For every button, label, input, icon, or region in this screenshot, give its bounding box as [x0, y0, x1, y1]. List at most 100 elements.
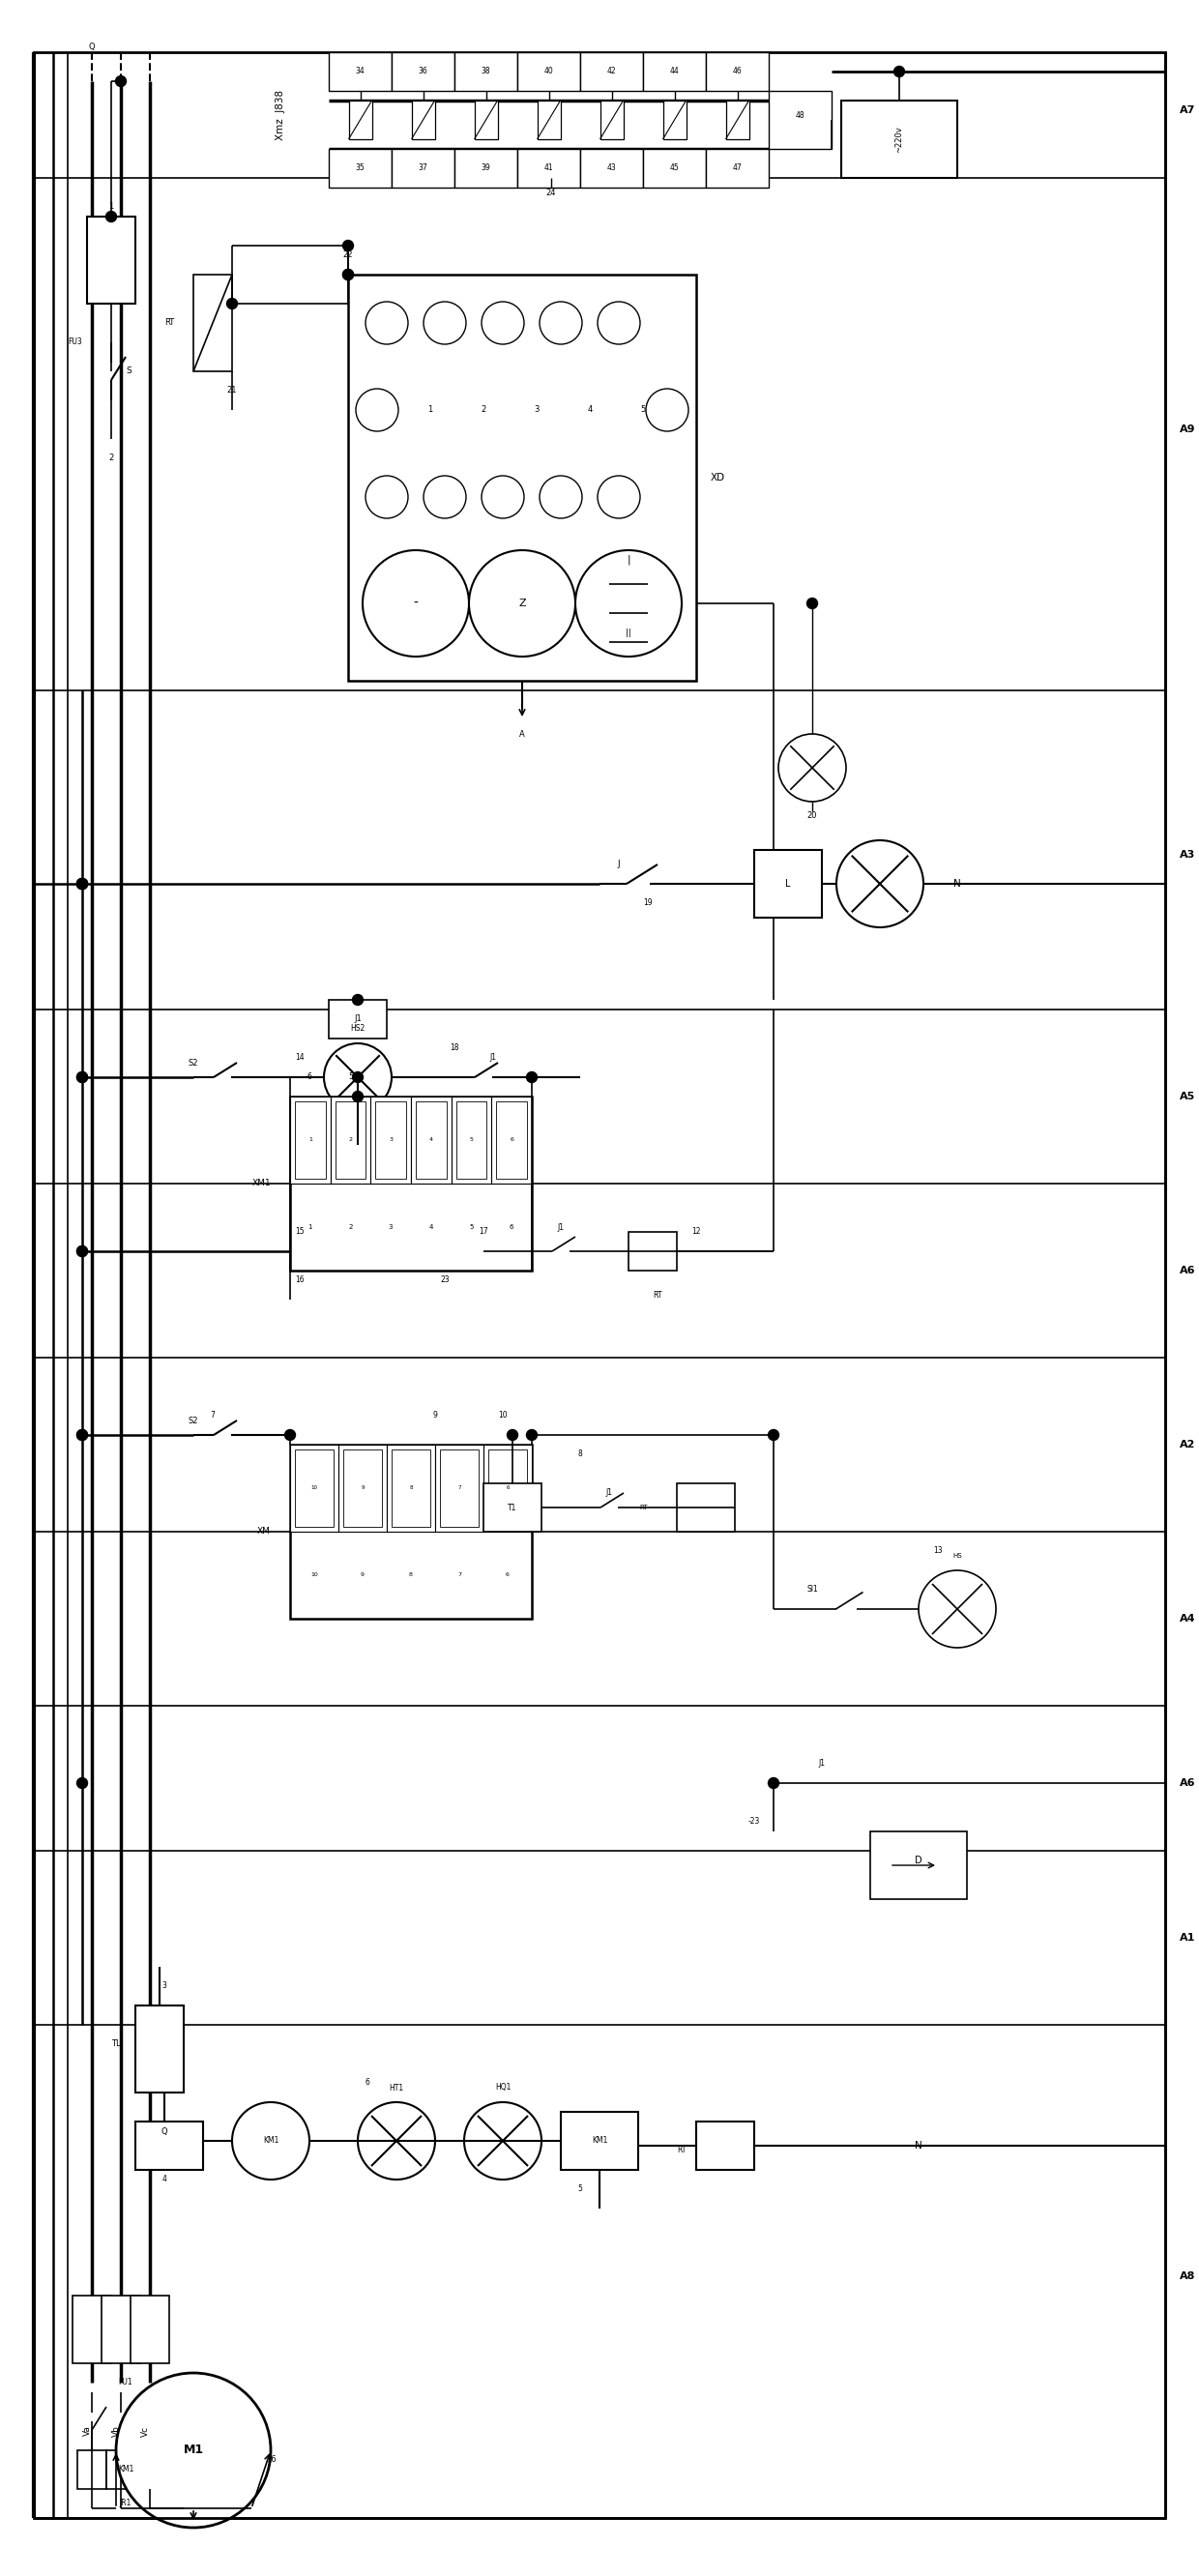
Bar	[488, 1450, 528, 1528]
Circle shape	[482, 477, 524, 518]
Text: KM1: KM1	[591, 2136, 608, 2146]
Text: A9: A9	[1180, 425, 1195, 435]
Text: 10: 10	[498, 1412, 507, 1419]
Circle shape	[343, 270, 354, 281]
Circle shape	[106, 211, 116, 222]
Text: 6: 6	[364, 2079, 369, 2087]
Bar	[475, 100, 498, 139]
Text: 13: 13	[933, 1546, 942, 1556]
Text: 41: 41	[544, 165, 554, 173]
Bar	[336, 1103, 366, 1180]
Text: 4: 4	[429, 1224, 433, 1229]
Bar	[537, 100, 560, 139]
Circle shape	[597, 301, 640, 345]
Circle shape	[77, 878, 88, 889]
Circle shape	[285, 1430, 295, 1440]
Text: 18: 18	[450, 1043, 459, 1054]
Circle shape	[837, 840, 923, 927]
Circle shape	[918, 1571, 996, 1649]
Text: 24: 24	[546, 188, 556, 196]
Bar	[706, 52, 769, 90]
Bar	[295, 1450, 333, 1528]
Text: 2: 2	[349, 1224, 353, 1229]
Text: 3: 3	[534, 404, 540, 415]
Text: Vc: Vc	[140, 2427, 150, 2437]
Bar	[72, 2295, 112, 2362]
Bar	[135, 2007, 183, 2092]
Text: 5: 5	[470, 1139, 474, 1144]
Bar	[600, 100, 623, 139]
Text: A7: A7	[1180, 106, 1195, 116]
Circle shape	[362, 551, 469, 657]
Text: RT: RT	[653, 1291, 662, 1298]
Text: FU1: FU1	[119, 2378, 133, 2388]
Bar	[483, 1484, 542, 1533]
Bar	[290, 1445, 338, 1533]
Bar	[677, 1484, 735, 1533]
Circle shape	[423, 477, 466, 518]
Text: 9: 9	[361, 1486, 364, 1492]
Bar	[392, 149, 454, 188]
Bar	[329, 999, 387, 1038]
Bar	[331, 1097, 370, 1182]
Text: 37: 37	[418, 165, 428, 173]
Text: A3: A3	[1180, 850, 1195, 860]
Text: 14: 14	[295, 1054, 305, 1061]
Bar	[338, 1445, 387, 1533]
Text: A1: A1	[1180, 1932, 1195, 1942]
Circle shape	[526, 1072, 537, 1082]
Circle shape	[482, 301, 524, 345]
Bar	[643, 52, 706, 90]
Text: 22: 22	[343, 250, 354, 260]
Text: SI1: SI1	[807, 1584, 818, 1595]
Circle shape	[576, 551, 682, 657]
Text: Xmz  J838: Xmz J838	[276, 90, 285, 139]
Text: 6: 6	[506, 1574, 510, 1577]
Text: 47: 47	[733, 165, 742, 173]
Circle shape	[77, 878, 88, 889]
Circle shape	[77, 1247, 88, 1257]
Text: 10: 10	[311, 1574, 318, 1577]
Bar	[706, 149, 769, 188]
Bar	[411, 1097, 451, 1182]
Circle shape	[540, 477, 582, 518]
Bar	[561, 2112, 638, 2169]
Text: RT: RT	[164, 319, 174, 327]
Text: ~220v: ~220v	[894, 126, 904, 152]
Text: 2: 2	[349, 1139, 353, 1144]
Text: -: -	[414, 598, 418, 611]
Text: Z: Z	[518, 598, 526, 608]
Text: A6: A6	[1180, 1777, 1195, 1788]
Text: J1: J1	[354, 1015, 362, 1023]
Text: 12: 12	[692, 1229, 700, 1236]
Text: |: |	[627, 554, 631, 564]
Text: 10: 10	[311, 1486, 318, 1492]
Bar	[78, 2450, 107, 2488]
Text: 5: 5	[578, 2184, 583, 2195]
Text: 39: 39	[481, 165, 490, 173]
Text: Q: Q	[89, 44, 95, 52]
Bar	[102, 2295, 140, 2362]
Circle shape	[77, 1072, 88, 1082]
Text: 9: 9	[433, 1412, 438, 1419]
Text: 44: 44	[670, 67, 679, 75]
Bar	[517, 149, 580, 188]
Text: FU3: FU3	[68, 337, 83, 348]
Bar	[496, 1103, 528, 1180]
Text: 3: 3	[162, 1981, 167, 1991]
Text: 7: 7	[458, 1486, 460, 1492]
Bar	[349, 100, 372, 139]
Bar	[842, 100, 957, 178]
Text: J1: J1	[558, 1224, 565, 1231]
Text: A8: A8	[1180, 2272, 1195, 2282]
Bar	[131, 2295, 169, 2362]
Text: Va: Va	[83, 2427, 91, 2437]
Text: 45: 45	[670, 165, 679, 173]
Circle shape	[526, 1430, 537, 1440]
Bar	[135, 2450, 164, 2488]
Circle shape	[77, 1777, 88, 1788]
Bar	[697, 2123, 754, 2169]
Text: KM1: KM1	[118, 2465, 133, 2473]
Bar	[435, 1445, 483, 1533]
Text: A2: A2	[1180, 1440, 1195, 1450]
